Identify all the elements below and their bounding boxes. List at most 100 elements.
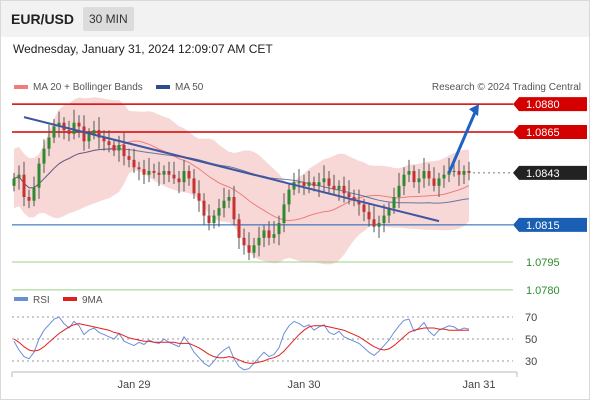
candle-body xyxy=(217,208,221,216)
candle xyxy=(207,204,211,231)
bollinger-band xyxy=(14,97,469,265)
candle xyxy=(197,180,201,212)
level-label-1.0795: 1.0795 xyxy=(526,257,560,269)
candle xyxy=(242,228,246,255)
candle-body xyxy=(197,193,201,201)
ma20-legend-swatch xyxy=(14,85,28,89)
candle xyxy=(457,159,461,186)
candle-body xyxy=(382,215,386,223)
candle xyxy=(217,198,221,227)
candle xyxy=(72,109,76,140)
candle-body xyxy=(317,182,321,186)
candle-body xyxy=(462,171,466,175)
candle-body xyxy=(52,126,56,138)
level-label-1.0780: 1.0780 xyxy=(526,285,560,297)
candle-body xyxy=(127,156,131,160)
candle-body xyxy=(17,174,21,179)
candle-body xyxy=(247,245,251,253)
candle xyxy=(97,117,101,149)
x-tick-label: Jan 31 xyxy=(462,379,495,391)
candle-body xyxy=(57,122,61,127)
candle-body xyxy=(377,223,381,227)
candle-body xyxy=(117,145,121,151)
candle-body xyxy=(112,145,116,151)
candle-body xyxy=(212,215,216,223)
candle-body xyxy=(302,182,306,186)
candle xyxy=(467,161,471,181)
candle xyxy=(382,204,386,233)
candle xyxy=(202,193,206,225)
candle xyxy=(357,189,361,216)
candle xyxy=(17,165,21,190)
candle xyxy=(147,158,151,183)
candle xyxy=(152,163,156,179)
candle-body xyxy=(42,148,46,164)
candle xyxy=(397,172,401,209)
candle-body xyxy=(137,167,141,170)
candle xyxy=(232,185,236,225)
x-tick-label: Jan 29 xyxy=(117,379,150,391)
candle xyxy=(237,213,241,249)
candle xyxy=(437,172,441,197)
candle-body xyxy=(122,145,126,157)
candle xyxy=(102,130,106,151)
candle-body xyxy=(307,182,311,186)
main-legend: MA 20 + Bollinger Bands MA 50 Research ©… xyxy=(14,82,581,93)
candle xyxy=(192,169,196,199)
candle-body xyxy=(232,197,236,220)
candle-body xyxy=(32,187,36,201)
candle xyxy=(372,206,376,233)
candle xyxy=(47,124,51,157)
header-bar: EUR/USD 30 MIN xyxy=(1,1,589,37)
candle xyxy=(317,172,321,197)
candle xyxy=(287,184,291,212)
rsi-grid: 30 50 70 xyxy=(12,312,537,368)
candle-body xyxy=(387,208,391,216)
x-axis: Jan 29 Jan 30 Jan 31 xyxy=(11,371,518,391)
forecast-arrow-shaft xyxy=(447,109,478,174)
candle-body xyxy=(357,200,361,205)
candle xyxy=(22,161,26,207)
candle-body xyxy=(427,171,431,179)
candle-body xyxy=(257,237,261,246)
candle-body xyxy=(282,204,286,223)
timeframe-button[interactable]: 30 MIN xyxy=(83,7,134,31)
candle-body xyxy=(452,171,456,172)
candle-body xyxy=(67,130,71,134)
candle xyxy=(412,165,416,188)
candle xyxy=(177,171,181,194)
trendline xyxy=(23,116,440,223)
candle xyxy=(247,232,251,261)
candle xyxy=(67,120,71,142)
candle-body xyxy=(437,178,441,186)
candle-body xyxy=(92,130,96,134)
candle-body xyxy=(167,171,171,175)
candle-body xyxy=(347,193,351,197)
candle xyxy=(252,237,256,259)
candle xyxy=(262,224,266,248)
candle xyxy=(367,202,371,227)
level-label-1.0843: 1.0843 xyxy=(526,168,560,180)
candle xyxy=(212,210,216,229)
rsi-legend-swatch xyxy=(14,297,28,301)
candle xyxy=(12,172,16,192)
candle-body xyxy=(27,197,31,201)
candle xyxy=(167,161,171,183)
level-badge-shape xyxy=(513,165,587,180)
candle-body xyxy=(142,169,146,175)
candle-body xyxy=(337,185,341,190)
candle xyxy=(92,120,96,140)
candle-body xyxy=(292,182,296,190)
candle-body xyxy=(152,171,156,173)
level-label-1.0815: 1.0815 xyxy=(526,220,560,232)
candle-body xyxy=(227,197,231,201)
rsi-ma-line xyxy=(13,323,469,364)
candle xyxy=(112,139,116,157)
candle-body xyxy=(207,215,211,223)
rsi-line xyxy=(13,316,470,371)
candle-body xyxy=(132,159,136,168)
candle xyxy=(302,174,306,196)
candle xyxy=(427,163,431,186)
candle-body xyxy=(272,234,276,238)
